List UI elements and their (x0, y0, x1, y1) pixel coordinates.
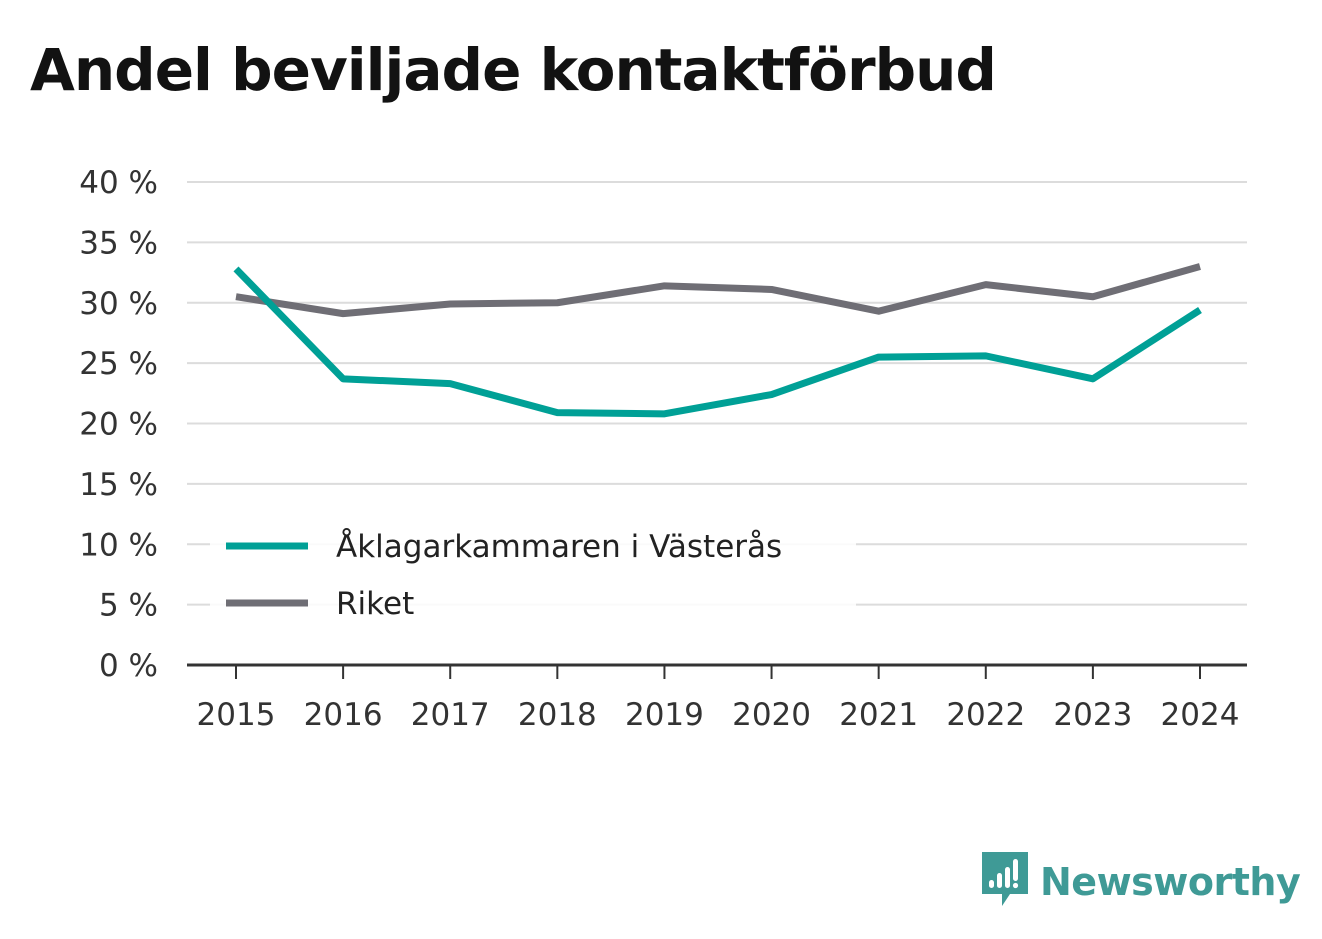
y-tick-label: 40 % (79, 165, 158, 201)
x-tick-label: 2024 (1161, 697, 1240, 733)
x-tick-label: 2023 (1053, 697, 1132, 733)
chart-title: Andel beviljade kontaktförbud (30, 36, 997, 104)
legend-background (210, 512, 856, 630)
x-tick-label: 2020 (732, 697, 811, 733)
x-tick-label: 2016 (304, 697, 383, 733)
legend-label: Riket (336, 586, 414, 622)
brand-name: Newsworthy (1040, 860, 1301, 904)
legend: Åklagarkammaren i Västerås Riket (210, 512, 856, 630)
y-tick-label: 10 % (79, 527, 158, 563)
legend-label: Åklagarkammaren i Västerås (336, 529, 782, 565)
series-line (235, 263, 1201, 318)
y-tick-label: 15 % (79, 467, 158, 503)
y-tick-label: 5 % (99, 588, 158, 624)
y-axis-tick-labels: 0 % 5 % 10 % 15 % 20 % 25 % 30 % 35 % 40 % (79, 165, 158, 684)
x-tick-label: 2022 (946, 697, 1025, 733)
y-tick-label: 30 % (79, 286, 158, 322)
series-line (233, 266, 1202, 418)
x-tick-label: 2018 (518, 697, 597, 733)
newsworthy-logo-icon (980, 850, 1030, 914)
x-tick-label: 2021 (839, 697, 918, 733)
y-tick-label: 25 % (79, 346, 158, 382)
x-tick-label: 2015 (197, 697, 276, 733)
x-axis-tick-labels: 2015 2016 2017 2018 2019 2020 2021 2022 2023 2024 (197, 665, 1240, 733)
series-layer (233, 263, 1202, 418)
x-tick-label: 2019 (625, 697, 704, 733)
brand-logo: Newsworthy (980, 850, 1301, 914)
y-tick-label: 0 % (99, 648, 158, 684)
x-tick-label: 2017 (411, 697, 490, 733)
y-tick-label: 35 % (79, 225, 158, 261)
y-tick-label: 20 % (79, 407, 158, 443)
